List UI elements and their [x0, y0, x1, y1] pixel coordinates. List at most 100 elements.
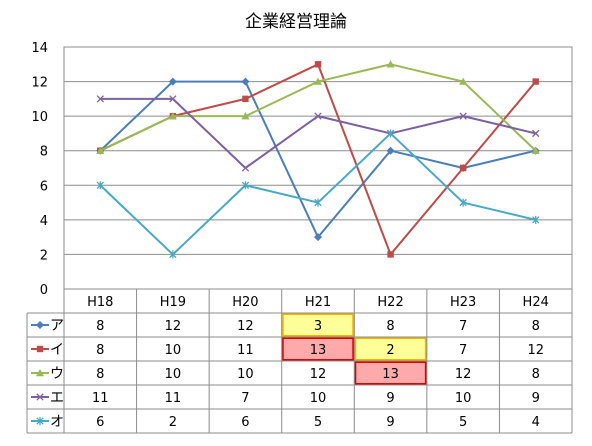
data-label: 9	[532, 391, 540, 406]
highlighted-cell	[281, 337, 355, 361]
data-point	[314, 233, 322, 242]
y-tick-label: 4	[40, 214, 48, 229]
highlighted-cell	[281, 313, 355, 337]
data-point	[314, 112, 322, 120]
data-label: 12	[455, 367, 472, 382]
data-label: 12	[310, 367, 327, 382]
data-label: 8	[96, 319, 104, 334]
data-label: 2	[386, 343, 394, 358]
x-tick-label: H21	[305, 295, 331, 310]
data-point	[241, 112, 250, 120]
x-tick-label: H23	[450, 295, 476, 310]
series-5	[96, 129, 540, 259]
legend-label: イ	[50, 342, 64, 358]
data-point	[531, 146, 540, 154]
highlighted-cell	[354, 361, 427, 385]
data-label: 6	[241, 415, 249, 430]
y-tick-label: 14	[31, 41, 48, 56]
data-point	[241, 77, 250, 86]
data-label: 9	[386, 391, 394, 406]
data-point	[459, 112, 467, 120]
data-point	[168, 77, 177, 86]
data-point	[386, 60, 395, 68]
data-label: 12	[165, 319, 182, 334]
data-label: 8	[386, 319, 394, 334]
series-3	[96, 60, 540, 154]
y-tick-label: 6	[40, 179, 48, 194]
data-label: 7	[459, 343, 467, 358]
data-point	[314, 198, 322, 207]
data-label: 5	[459, 415, 467, 430]
data-label: 8	[96, 367, 104, 382]
data-label: 11	[165, 391, 182, 406]
series-line	[100, 97, 536, 169]
data-point	[96, 146, 105, 154]
data-label: 10	[165, 367, 182, 382]
data-label: 12	[237, 319, 254, 334]
data-label: 10	[455, 391, 472, 406]
data-label: 10	[237, 367, 254, 382]
x-tick-label: H24	[523, 295, 549, 310]
data-label: 11	[92, 391, 109, 406]
data-point	[532, 78, 539, 85]
legend-label: オ	[50, 414, 64, 430]
data-point	[169, 95, 177, 103]
legend-key-marker	[36, 393, 44, 401]
data-point	[532, 129, 540, 138]
data-point	[242, 95, 249, 103]
series-line	[99, 63, 537, 152]
y-tick-label: 12	[31, 76, 48, 91]
data-label: 13	[382, 367, 399, 382]
y-tick-label: 2	[40, 248, 48, 263]
data-label: 6	[96, 415, 104, 430]
data-point	[96, 181, 104, 190]
y-tick-label: 0	[40, 283, 48, 298]
data-point	[459, 198, 467, 207]
data-label: 8	[532, 367, 540, 382]
chart-title: 企業経営理論	[245, 12, 347, 32]
data-label: 8	[532, 319, 540, 334]
data-point	[459, 164, 467, 172]
data-label: 10	[310, 391, 327, 406]
data-label: 5	[314, 415, 322, 430]
plot-area-border	[63, 46, 573, 290]
data-label: 11	[237, 343, 254, 358]
data-point	[169, 250, 177, 259]
data-label: 8	[96, 343, 104, 358]
series-1	[96, 77, 540, 242]
legend-label: ウ	[50, 366, 64, 382]
data-point	[386, 146, 395, 155]
data-label: 3	[314, 319, 322, 334]
legend-key-marker	[36, 369, 44, 377]
data-point	[168, 112, 177, 120]
data-label: 7	[459, 319, 467, 334]
x-tick-label: H20	[232, 295, 258, 310]
legend-key-marker	[36, 345, 44, 353]
series-4	[96, 95, 540, 172]
data-point	[314, 77, 322, 85]
legend-key-marker	[36, 417, 44, 425]
x-tick-label: H19	[160, 295, 186, 310]
data-point	[241, 181, 250, 190]
series-lines	[96, 60, 540, 259]
data-point	[532, 215, 540, 224]
data-label: 9	[386, 415, 394, 430]
data-label: 4	[532, 415, 540, 430]
data-label: 13	[310, 343, 327, 358]
legend-label: ア	[50, 318, 64, 334]
data-point	[96, 95, 104, 103]
data-label: 12	[527, 343, 544, 358]
y-tick-label: 8	[40, 145, 48, 160]
data-point	[387, 251, 394, 258]
series-line	[99, 63, 537, 256]
data-table: H18 H19 H20 H21 H22 H23 H24 ア 8 12 12 3 8 7 8 イ 8 10 11 13 2…	[26, 289, 573, 434]
data-point	[386, 129, 395, 138]
data-label: 2	[169, 415, 177, 430]
data-point	[241, 164, 250, 172]
data-point	[314, 61, 322, 68]
data-point	[459, 77, 468, 85]
legend-key-marker	[36, 321, 44, 329]
legend-label: エ	[50, 390, 64, 406]
y-axis: 0 2 4 6 8 10 12 14	[31, 41, 48, 298]
